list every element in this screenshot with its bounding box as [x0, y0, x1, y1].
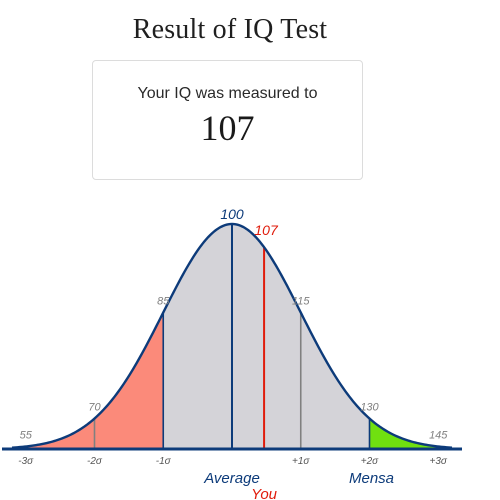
distribution-region-2	[369, 418, 452, 449]
score-label-145: 145	[429, 430, 448, 442]
result-caption: Your IQ was measured to	[137, 85, 318, 102]
annotation-average: Average	[203, 470, 260, 487]
annotation-you: You	[251, 486, 278, 500]
score-label-55: 55	[20, 430, 33, 442]
sigma-tick-label: -3σ	[18, 456, 34, 467]
bell-curve	[11, 222, 453, 449]
mean-label: 100	[220, 206, 244, 222]
distribution-region-1	[163, 224, 370, 449]
page-title: Result of IQ Test	[132, 14, 328, 45]
sigma-tick-label: +1σ	[292, 456, 310, 467]
sigma-tick-label: -2σ	[87, 456, 103, 467]
score-label-130: 130	[360, 402, 379, 414]
sigma-tick-label: +2σ	[361, 456, 379, 467]
score-label-115: 115	[292, 296, 310, 308]
score-label-85: 85	[157, 296, 170, 308]
iq-score-value: 107	[200, 108, 255, 148]
sigma-tick-label: +3σ	[430, 456, 448, 467]
annotation-mensa: Mensa	[349, 470, 394, 487]
distribution-region-0	[12, 312, 164, 449]
result-card: Your IQ was measured to 107	[92, 60, 363, 180]
score-label-70: 70	[88, 402, 101, 414]
user-score-label: 107	[254, 222, 279, 238]
sigma-tick-label: -1σ	[156, 456, 172, 467]
